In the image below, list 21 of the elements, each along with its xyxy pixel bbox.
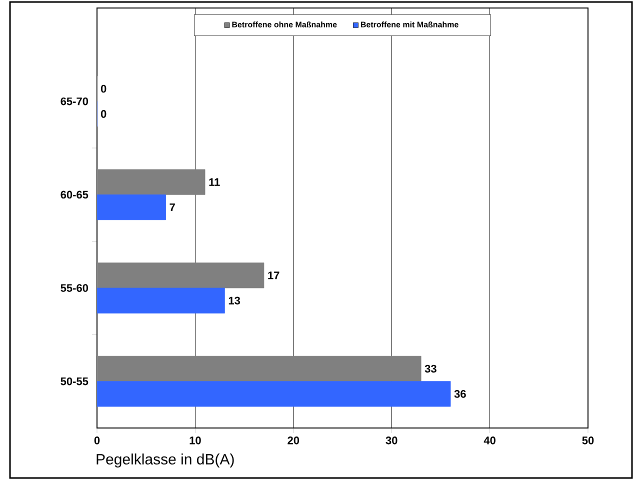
legend-label: Betroffene ohne Maßnahme xyxy=(232,22,337,28)
data-label: 36 xyxy=(454,390,466,398)
x-tick-label: 0 xyxy=(94,436,100,444)
x-tick-label: 50 xyxy=(582,436,594,444)
x-axis-title: Pegelklasse in dB(A) xyxy=(96,454,234,468)
data-label: 11 xyxy=(209,178,220,186)
data-label: 17 xyxy=(268,272,280,280)
legend-label: Betroffene mit Maßnahme xyxy=(360,22,458,28)
data-label: 0 xyxy=(100,84,106,93)
x-tick-label: 30 xyxy=(386,436,398,444)
data-label: 0 xyxy=(100,110,106,118)
data-label: 33 xyxy=(424,364,436,373)
x-tick-label: 10 xyxy=(190,436,201,444)
y-tick-label: 55-60 xyxy=(60,284,88,292)
x-tick-label: 20 xyxy=(288,436,300,444)
y-tick-label: 50-55 xyxy=(60,377,88,386)
x-tick-label: 40 xyxy=(484,436,496,444)
y-tick-label: 65-70 xyxy=(60,97,88,106)
y-tick-label: 60-65 xyxy=(60,190,88,199)
data-label: 7 xyxy=(170,203,175,212)
data-label: 13 xyxy=(228,296,240,304)
